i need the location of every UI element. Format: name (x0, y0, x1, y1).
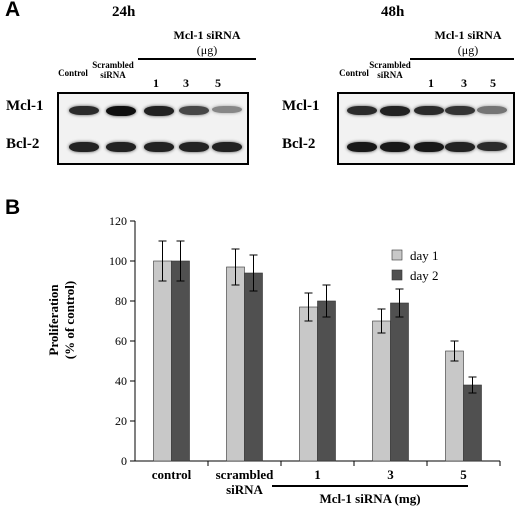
left-row-mcl1: Mcl-1 (6, 98, 44, 114)
right-lane-control: Control (339, 68, 369, 78)
left-lane-control: Control (58, 68, 88, 78)
right-bcl2-band-2 (380, 142, 410, 152)
x-category-label: 1 (314, 467, 321, 482)
y-axis-label-line1: Proliferation (46, 284, 61, 356)
left-lane-3: 3 (183, 76, 189, 90)
timepoint-48h: 48h (381, 4, 405, 20)
x-category-label-line2: siRNA (226, 482, 263, 497)
left-bcl2-band-2 (106, 142, 136, 152)
left-row-bcl2: Bcl-2 (6, 136, 40, 152)
left-lane-1: 1 (153, 76, 159, 90)
y-tick-label: 120 (109, 214, 127, 228)
left-lane-scrambled-sirna: siRNA (100, 70, 126, 80)
right-mcl1-band-4 (445, 106, 475, 116)
panel-b-label: B (5, 196, 21, 219)
panel-a-label: A (5, 0, 21, 21)
right-mcl1-band-1 (347, 106, 377, 116)
left-sirna-group-label: Mcl-1 siRNA (173, 28, 241, 42)
right-lane-scrambled: Scrambled (369, 60, 411, 70)
right-bcl2-band-5 (477, 142, 507, 152)
left-mcl1-band-4 (179, 106, 209, 115)
y-axis-label-line2: (% of control) (62, 281, 77, 359)
bar-day-1-1 (153, 260, 172, 462)
x-category-label: scrambled (216, 467, 275, 482)
right-sirna-group-label: Mcl-1 siRNA (434, 28, 502, 42)
right-bcl2-band-3 (414, 142, 444, 152)
left-sirna-unit-label: (μg) (196, 43, 218, 57)
y-tick-label: 0 (121, 454, 127, 468)
right-sirna-bracket (410, 58, 514, 60)
right-mcl1-band-5 (477, 106, 507, 114)
right-western-blot (337, 92, 515, 165)
right-sirna-unit-label: (μg) (457, 43, 479, 57)
right-row-mcl1: Mcl-1 (282, 98, 320, 114)
timepoint-24h: 24h (112, 4, 136, 20)
left-mcl1-band-2 (106, 106, 136, 116)
left-lane-scrambled: Scrambled (92, 60, 134, 70)
bar-day-2-2 (244, 272, 263, 462)
bar-day-1-4 (372, 320, 391, 462)
right-lane-5: 5 (490, 76, 496, 90)
legend-label-day-2: day 2 (410, 268, 439, 283)
y-tick-label: 20 (115, 414, 127, 428)
y-tick-label: 40 (115, 374, 127, 388)
right-mcl1-band-3 (414, 106, 444, 116)
left-bcl2-band-1 (69, 142, 99, 152)
right-lane-1: 1 (428, 76, 434, 90)
x-category-label: 3 (387, 467, 394, 482)
left-mcl1-band-5 (212, 106, 242, 114)
y-tick-label: 80 (115, 294, 127, 308)
right-lane-scrambled-sirna: siRNA (377, 70, 403, 80)
left-mcl1-band-3 (144, 106, 174, 116)
bar-day-1-5 (445, 350, 464, 462)
y-tick-label: 60 (115, 334, 127, 348)
right-bcl2-band-1 (347, 142, 377, 152)
bar-day-1-2 (226, 266, 245, 462)
bar-day-2-3 (317, 300, 336, 462)
left-bcl2-band-3 (144, 142, 174, 152)
left-sirna-bracket (138, 58, 256, 60)
left-western-blot (57, 92, 249, 165)
bar-day-1-3 (299, 306, 318, 462)
left-bcl2-band-5 (212, 142, 242, 152)
right-lane-3: 3 (461, 76, 467, 90)
left-lane-5: 5 (215, 76, 221, 90)
right-mcl1-band-2 (380, 106, 410, 116)
y-tick-label: 100 (109, 254, 127, 268)
x-category-label: control (152, 467, 192, 482)
bar-day-2-1 (171, 260, 190, 462)
sirna-group-bracket-label: Mcl-1 siRNA (mg) (319, 491, 420, 506)
legend-swatch-day-1 (391, 249, 403, 261)
left-mcl1-band-1 (69, 106, 99, 116)
legend-label-day-1: day 1 (410, 248, 439, 263)
legend-swatch-day-2 (391, 269, 403, 281)
bar-day-2-4 (390, 302, 409, 462)
left-bcl2-band-4 (179, 142, 209, 152)
right-bcl2-band-4 (445, 142, 475, 152)
bar-day-2-5 (463, 384, 482, 462)
right-row-bcl2: Bcl-2 (282, 136, 316, 152)
x-category-label: 5 (460, 467, 467, 482)
